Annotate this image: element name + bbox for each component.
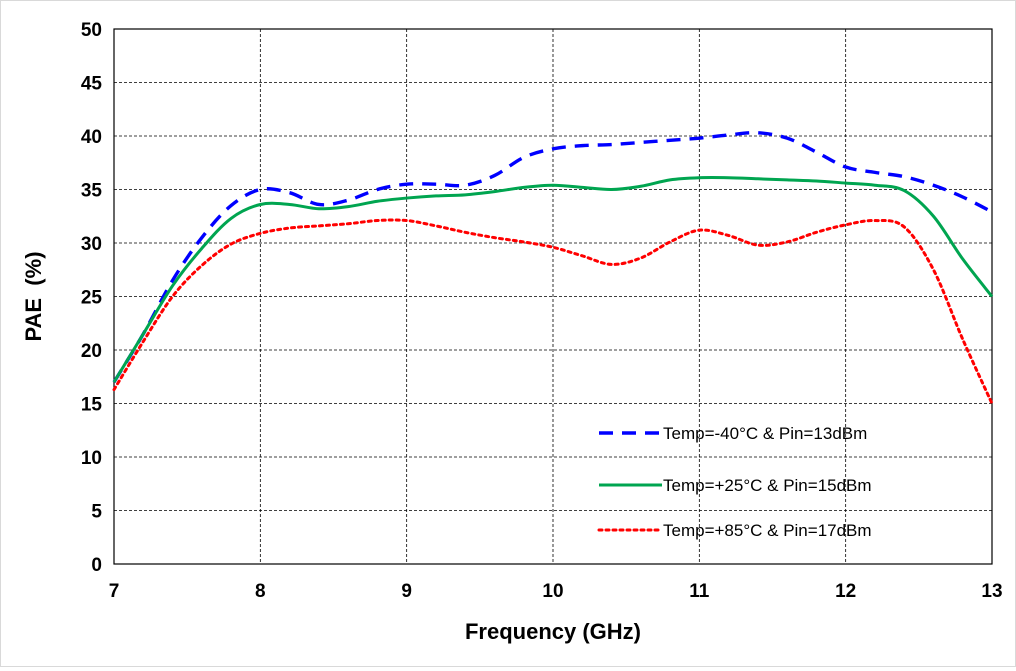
x-tick-label: 9 [401, 581, 412, 602]
y-tick-label: 20 [81, 341, 102, 362]
x-axis-title: Frequency (GHz) [465, 619, 641, 644]
y-tick-label: 15 [81, 395, 103, 416]
series-line-temp-85-c-pin-17dbm [112, 218, 994, 405]
y-tick-label: 45 [81, 74, 103, 95]
x-tick-label: 8 [255, 581, 266, 602]
y-tick-label: 0 [91, 555, 102, 576]
x-tick-label: 11 [689, 581, 710, 602]
series-line-temp-40-c-pin-13dbm [112, 130, 993, 383]
tick-labels: 7 8 9 10 11 12 13 0 5 10 15 20 25 30 35 40 45 50 [81, 20, 1003, 602]
y-tick-label: 5 [91, 502, 102, 523]
series-line-temp-25-c-pin-15dbm [112, 176, 994, 383]
y-tick-label: 40 [81, 127, 102, 148]
x-tick-label: 13 [981, 581, 1002, 602]
y-axis-title: PAE (%) [21, 251, 46, 341]
y-tick-label: 30 [81, 234, 102, 255]
y-tick-label: 50 [81, 20, 102, 41]
y-tick-label: 10 [81, 448, 102, 469]
y-tick-label: 35 [81, 181, 103, 202]
legend: Temp=-40°C & Pin=13dBm Temp=+25°C & Pin=1… [597, 424, 872, 540]
y-tick-label: 25 [81, 288, 103, 309]
x-tick-label: 10 [542, 581, 563, 602]
grid-lines [114, 29, 992, 564]
legend-label: Temp=+25°C & Pin=15dBm [663, 476, 872, 495]
series-lines [112, 130, 994, 405]
legend-label: Temp=-40°C & Pin=13dBm [663, 424, 867, 443]
x-tick-label: 12 [835, 581, 856, 602]
x-tick-label: 7 [109, 581, 120, 602]
legend-label: Temp=+85°C & Pin=17dBm [663, 521, 872, 540]
